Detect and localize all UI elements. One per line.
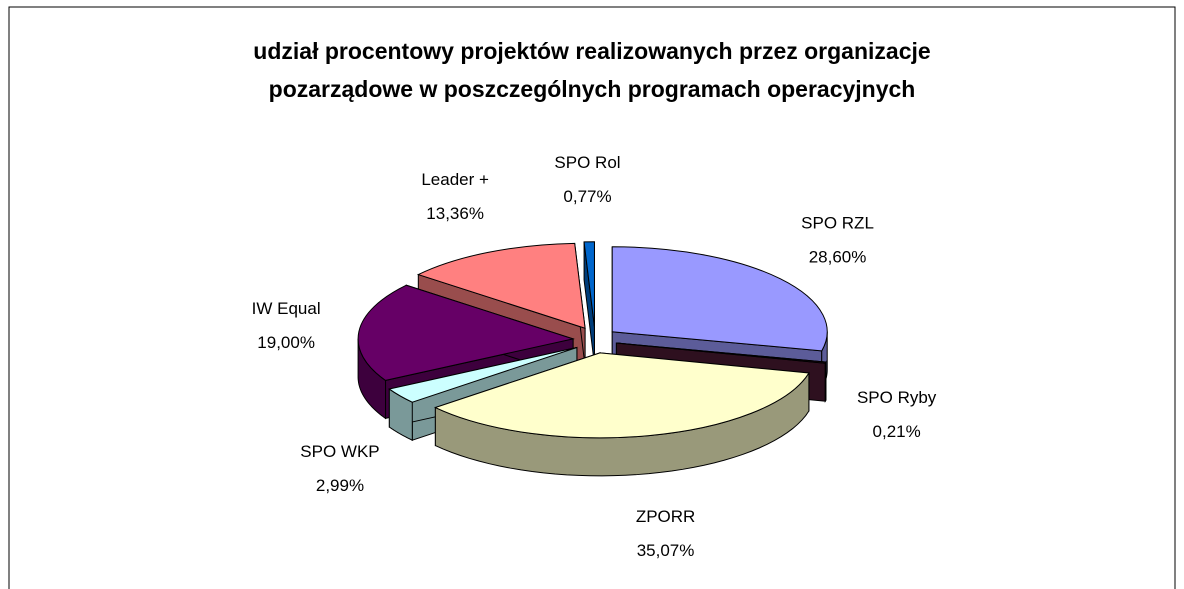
slice-label-value: 2,99% <box>316 476 364 495</box>
slice-top <box>616 342 827 364</box>
chart-title: udział procentowy projektów realizowanyc… <box>253 38 931 102</box>
chart-frame <box>8 6 1176 589</box>
slice-top <box>434 352 810 439</box>
slice-top <box>611 246 828 352</box>
slice-top <box>388 347 578 403</box>
slice-label-name: SPO Rol <box>554 153 620 172</box>
slice-label-value: 13,36% <box>426 204 484 223</box>
slice-label-value: 19,00% <box>257 333 315 352</box>
pie-slice <box>434 352 810 477</box>
slice-label-name: Leader + <box>421 170 489 189</box>
slice-outer-wall <box>824 360 827 403</box>
slice-label-value: 0,21% <box>873 422 921 441</box>
slice-label-value: 35,07% <box>637 541 695 560</box>
slice-label-name: SPO Ryby <box>857 388 937 407</box>
slice-label-name: SPO RZL <box>801 213 874 232</box>
slice-label-value: 28,60% <box>809 247 867 266</box>
slice-top <box>416 242 586 329</box>
slice-label-name: ZPORR <box>636 507 696 526</box>
slice-top <box>583 241 595 327</box>
slice-label-name: IW Equal <box>252 299 321 318</box>
slice-label-value: 0,77% <box>563 187 611 206</box>
pie-slice <box>583 241 595 365</box>
slice-top <box>357 284 575 381</box>
slice-label-name: SPO WKP <box>300 442 379 461</box>
